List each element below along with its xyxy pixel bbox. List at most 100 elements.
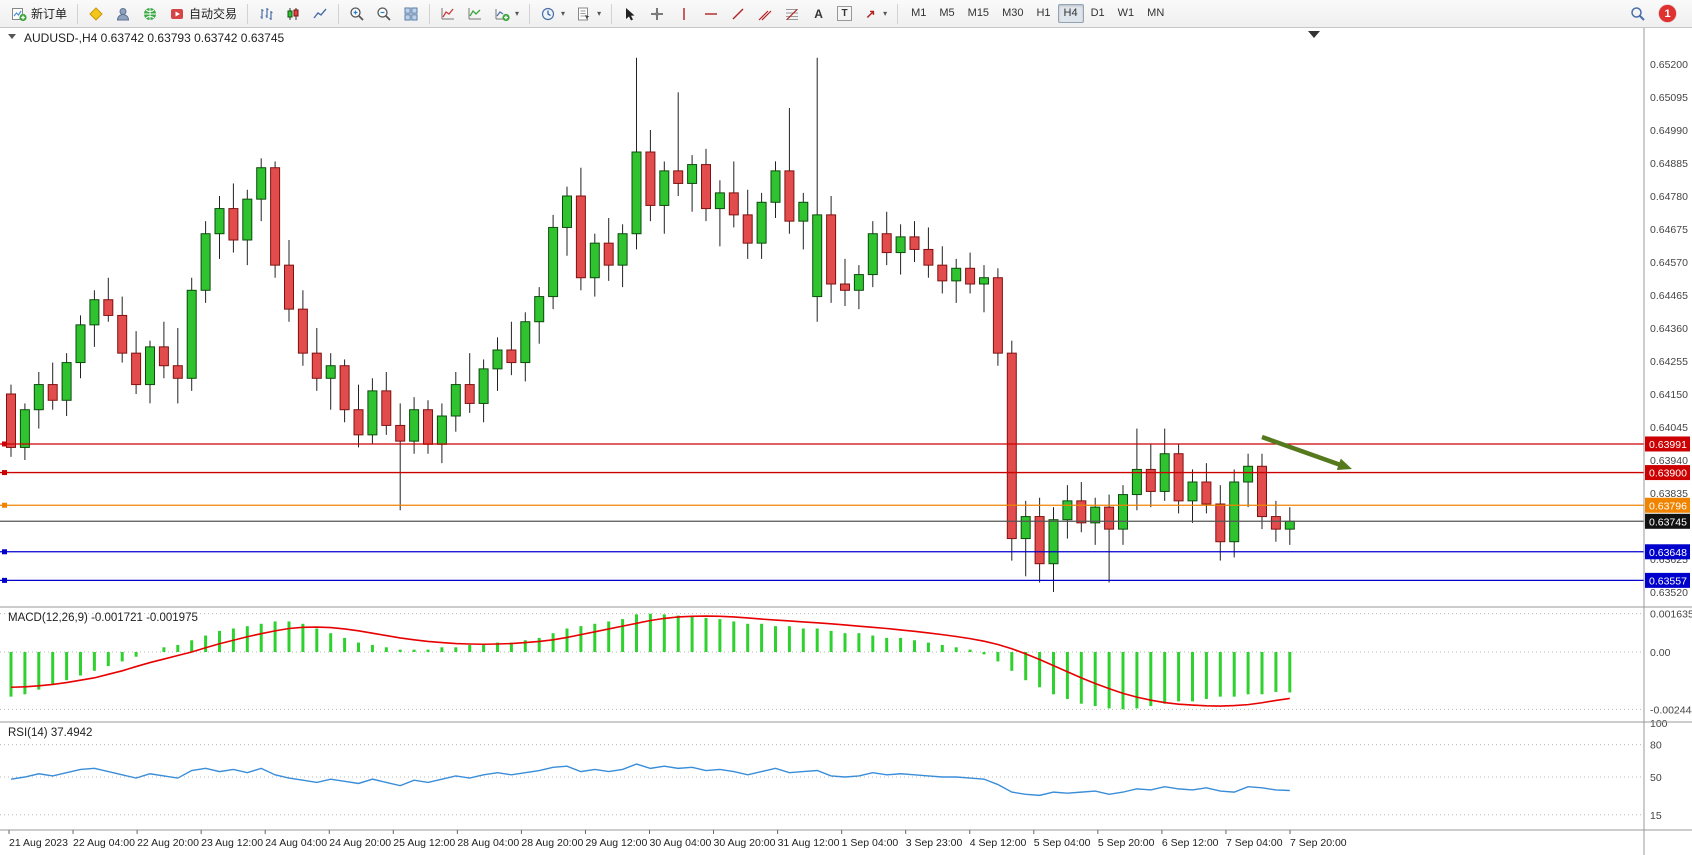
trend-arrow-head[interactable] [1336,458,1352,470]
trend-arrow-line[interactable] [1261,434,1346,469]
candle-body [464,384,475,404]
timeframe-h4[interactable]: H4 [1057,4,1084,23]
periods-button[interactable]: ▾ [535,3,570,25]
candle-body [548,226,559,298]
profile-icon [117,7,130,20]
mql-button[interactable] [83,3,109,25]
rsi-axis-label: 80 [1650,740,1662,752]
candle-body [297,308,308,354]
price-level-handle[interactable] [2,470,7,476]
price-tag [1645,465,1690,481]
timeframe-m15[interactable]: M15 [962,4,995,23]
notification-badge[interactable]: 1 [1659,5,1676,22]
rsi-label: RSI(14) 37.4942 [8,727,92,739]
candle-body [701,164,711,210]
channel-tool-button[interactable] [752,3,778,25]
timeframe-mn[interactable]: MN [1141,4,1170,23]
chart-window: 0.65200 0.65095 0.64990 0.64885 0.64780 0.646… [0,28,1692,855]
candle-body [242,198,253,241]
candle-body [645,151,656,206]
bar-chart-button[interactable] [253,3,279,25]
dropdown-caret-icon: ▾ [883,8,888,18]
cursor-tool-button[interactable] [617,3,643,25]
text-label-icon: T [837,6,853,21]
candle-body [270,167,281,266]
candlestick-chart-button[interactable] [280,3,306,25]
fibonacci-tool-button[interactable] [779,3,805,25]
candle-body [145,346,155,386]
candle-body [1243,465,1254,483]
time-axis-label: 1 Sep 04:00 [842,837,899,849]
rsi-axis-label: 15 [1650,810,1662,822]
chart-shift-marker[interactable] [1308,31,1320,38]
candle-body [6,393,16,448]
price-tag [1645,513,1690,529]
time-axis-label: 23 Aug 12:00 [201,837,263,849]
price-axis-label: 0.64570 [1650,257,1688,269]
line-chart-button[interactable] [307,3,333,25]
candle-body [534,296,545,323]
new-order-button[interactable]: 新订单 [6,3,72,25]
candle-body [1104,506,1115,530]
templates-button[interactable]: ▾ [571,3,606,25]
zoom-in-button[interactable] [344,3,370,25]
candle-body [256,167,267,200]
candle-body [1006,352,1017,540]
price-axis-label: 0.64465 [1650,290,1688,302]
price-axis-label: 0.64990 [1650,125,1688,137]
price-axis-label: 0.65095 [1650,92,1688,104]
vertical-line-tool-button[interactable] [671,3,697,25]
candle-body [687,164,698,184]
chart-canvas[interactable]: 0.65200 0.65095 0.64990 0.64885 0.64780 0.646… [0,28,1692,855]
price-axis-label: 0.65200 [1650,59,1688,71]
time-axis-label: 6 Sep 12:00 [1162,837,1219,849]
time-axis-label: 31 Aug 12:00 [778,837,840,849]
profile-button[interactable] [110,3,136,25]
indicator-windows-button[interactable] [462,3,488,25]
chart-menu-icon[interactable] [8,34,16,39]
dropdown-caret-icon: ▾ [561,8,566,18]
candle-body [909,236,920,250]
price-tag-label: 0.63745 [1649,516,1687,528]
crosshair-tool-button[interactable] [644,3,670,25]
time-axis-label: 29 Aug 12:00 [585,837,647,849]
time-axis-label: 28 Aug 20:00 [521,837,583,849]
timeframe-d1[interactable]: D1 [1085,4,1111,23]
timeframe-m30[interactable]: M30 [996,4,1029,23]
tile-windows-button[interactable] [398,3,424,25]
candle-body [1076,500,1087,524]
timeframe-m1[interactable]: M1 [905,4,932,23]
arrows-tool-button[interactable]: ↗ ▾ [858,3,892,25]
macd-axis-label: -0.002444 [1650,704,1692,716]
timeframe-h1[interactable]: H1 [1030,4,1056,23]
candle-body [1118,494,1128,530]
candle-body [89,299,100,326]
price-level-handle[interactable] [2,577,7,583]
timeframe-m5[interactable]: M5 [933,4,960,23]
candle-body [1284,520,1295,530]
toolbar-right: 1 [1625,3,1686,25]
trendline-tool-button[interactable] [725,3,751,25]
text-tool-button[interactable]: A [806,3,831,25]
candle-body [631,151,642,235]
price-level-handle[interactable] [2,549,7,555]
candle-body [840,283,850,291]
auto-trading-button[interactable]: 自动交易 [164,3,242,25]
search-button[interactable] [1625,3,1651,25]
horizontal-line-tool-button[interactable] [698,3,724,25]
candle-body [450,384,461,417]
indicators-button[interactable] [435,3,461,25]
price-axis-label: 0.64045 [1650,422,1688,434]
price-axis-label: 0.63940 [1650,455,1688,467]
add-indicator-icon [495,8,510,21]
toolbar-separator [897,3,899,24]
candle-body [284,264,294,310]
price-level-handle[interactable] [2,502,7,508]
community-button[interactable] [137,3,163,25]
add-indicator-button[interactable]: ▾ [489,3,524,25]
price-level-handle[interactable] [2,441,7,447]
timeframe-w1[interactable]: W1 [1112,4,1141,23]
zoom-out-button[interactable] [371,3,397,25]
text-label-tool-button[interactable]: T [832,3,857,24]
toolbar-separator [611,3,613,24]
